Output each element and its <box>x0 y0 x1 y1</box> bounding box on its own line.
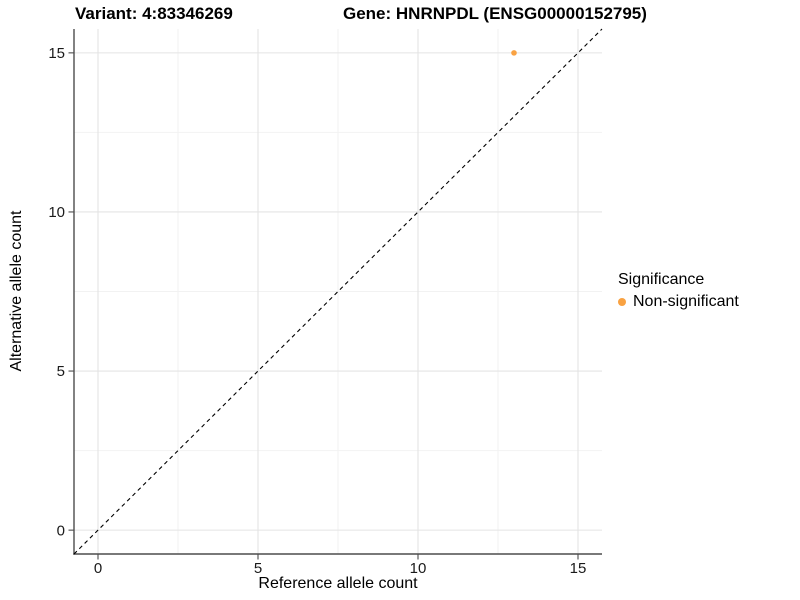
x-axis-label: Reference allele count <box>258 575 418 592</box>
y-tick-label: 5 <box>57 363 65 380</box>
y-tick-label: 10 <box>48 204 65 221</box>
legend-title: Significance <box>618 271 705 288</box>
plot-title-gene: Gene: HNRNPDL (ENSG00000152795) <box>343 4 647 23</box>
legend-item-label: Non-significant <box>633 293 739 310</box>
y-axis-label: Alternative allele count <box>8 210 25 372</box>
x-tick-label: 0 <box>94 560 102 577</box>
x-tick-label: 10 <box>410 560 427 577</box>
legend-item: Non-significant <box>618 293 739 311</box>
x-tick-label: 15 <box>570 560 587 577</box>
plot-title-variant: Variant: 4:83346269 <box>75 4 233 23</box>
legend-items: Non-significant <box>618 293 739 311</box>
y-tick-label: 15 <box>48 45 65 62</box>
x-tick-label: 5 <box>254 560 262 577</box>
data-point <box>511 50 517 56</box>
y-tick-label: 0 <box>57 522 65 539</box>
legend: Significance Non-significant <box>618 271 739 311</box>
legend-key-dot <box>618 298 626 306</box>
